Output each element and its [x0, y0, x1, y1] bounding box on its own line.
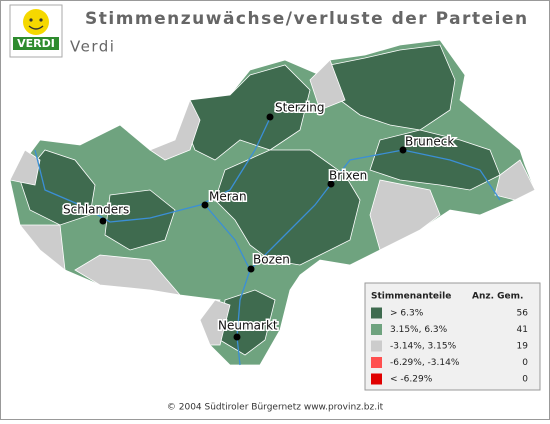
legend-title: Stimmenanteile: [371, 292, 451, 302]
region: [309, 59, 346, 111]
legend-label: > 6.3%: [390, 309, 424, 319]
city-dot: [399, 146, 407, 154]
legend-count: 56: [517, 309, 529, 319]
river: [34, 117, 271, 223]
city-dot: [327, 180, 335, 188]
region: [369, 179, 441, 251]
logo-text: VERDI: [17, 37, 55, 50]
legend: Stimmenanteile Anz. Gem.: [364, 282, 541, 391]
city-label: Meran: [209, 190, 247, 204]
map: [9, 39, 536, 366]
subtitle: Verdi: [70, 38, 115, 56]
city-label: Sterzing: [275, 101, 325, 115]
region: [199, 299, 231, 346]
city-dot: [233, 333, 241, 341]
legend-count: 19: [517, 342, 529, 352]
legend-swatch: [371, 307, 382, 319]
city-label: Neumarkt: [218, 319, 278, 333]
legend-label: -3.14%, 3.15%: [390, 342, 457, 352]
city-label: Brixen: [329, 169, 367, 183]
region: [184, 64, 311, 161]
legend-swatch: [371, 324, 382, 335]
legend-swatch: [371, 357, 382, 368]
logo: VERDI: [9, 4, 63, 58]
region: [369, 129, 501, 191]
region: [74, 254, 182, 296]
legend-swatch: [371, 373, 382, 385]
region: [329, 44, 456, 131]
city-label: Bruneck: [405, 135, 454, 149]
region: [19, 149, 96, 226]
region: [214, 149, 361, 266]
city-dot: [247, 265, 255, 273]
region: [494, 159, 536, 201]
city-dot: [201, 201, 209, 209]
legend-count: 0: [522, 375, 528, 385]
region: [19, 224, 66, 271]
title: Stimmenzuwächse/verluste der Parteien: [85, 9, 529, 29]
city-label: Bozen: [253, 253, 290, 267]
river: [204, 204, 251, 366]
legend-label: -6.29%, -3.14%: [390, 358, 460, 368]
region: [104, 189, 176, 251]
city-dot: [99, 217, 107, 225]
city-dot: [266, 113, 274, 121]
legend-count: 0: [522, 358, 528, 368]
legend-box: [364, 282, 541, 391]
region: [149, 99, 201, 161]
legend-label: < -6.29%: [390, 375, 433, 385]
legend-count: 41: [517, 325, 528, 335]
region: [9, 149, 41, 186]
legend-label: 3.15%, 6.3%: [390, 325, 448, 335]
legend-count-header: Anz. Gem.: [472, 292, 523, 302]
river: [249, 149, 501, 271]
legend-swatch: [371, 340, 382, 352]
footer: © 2004 Südtiroler Bürgernetz www.provinz…: [167, 403, 384, 413]
city-label: Schlanders: [63, 203, 129, 217]
